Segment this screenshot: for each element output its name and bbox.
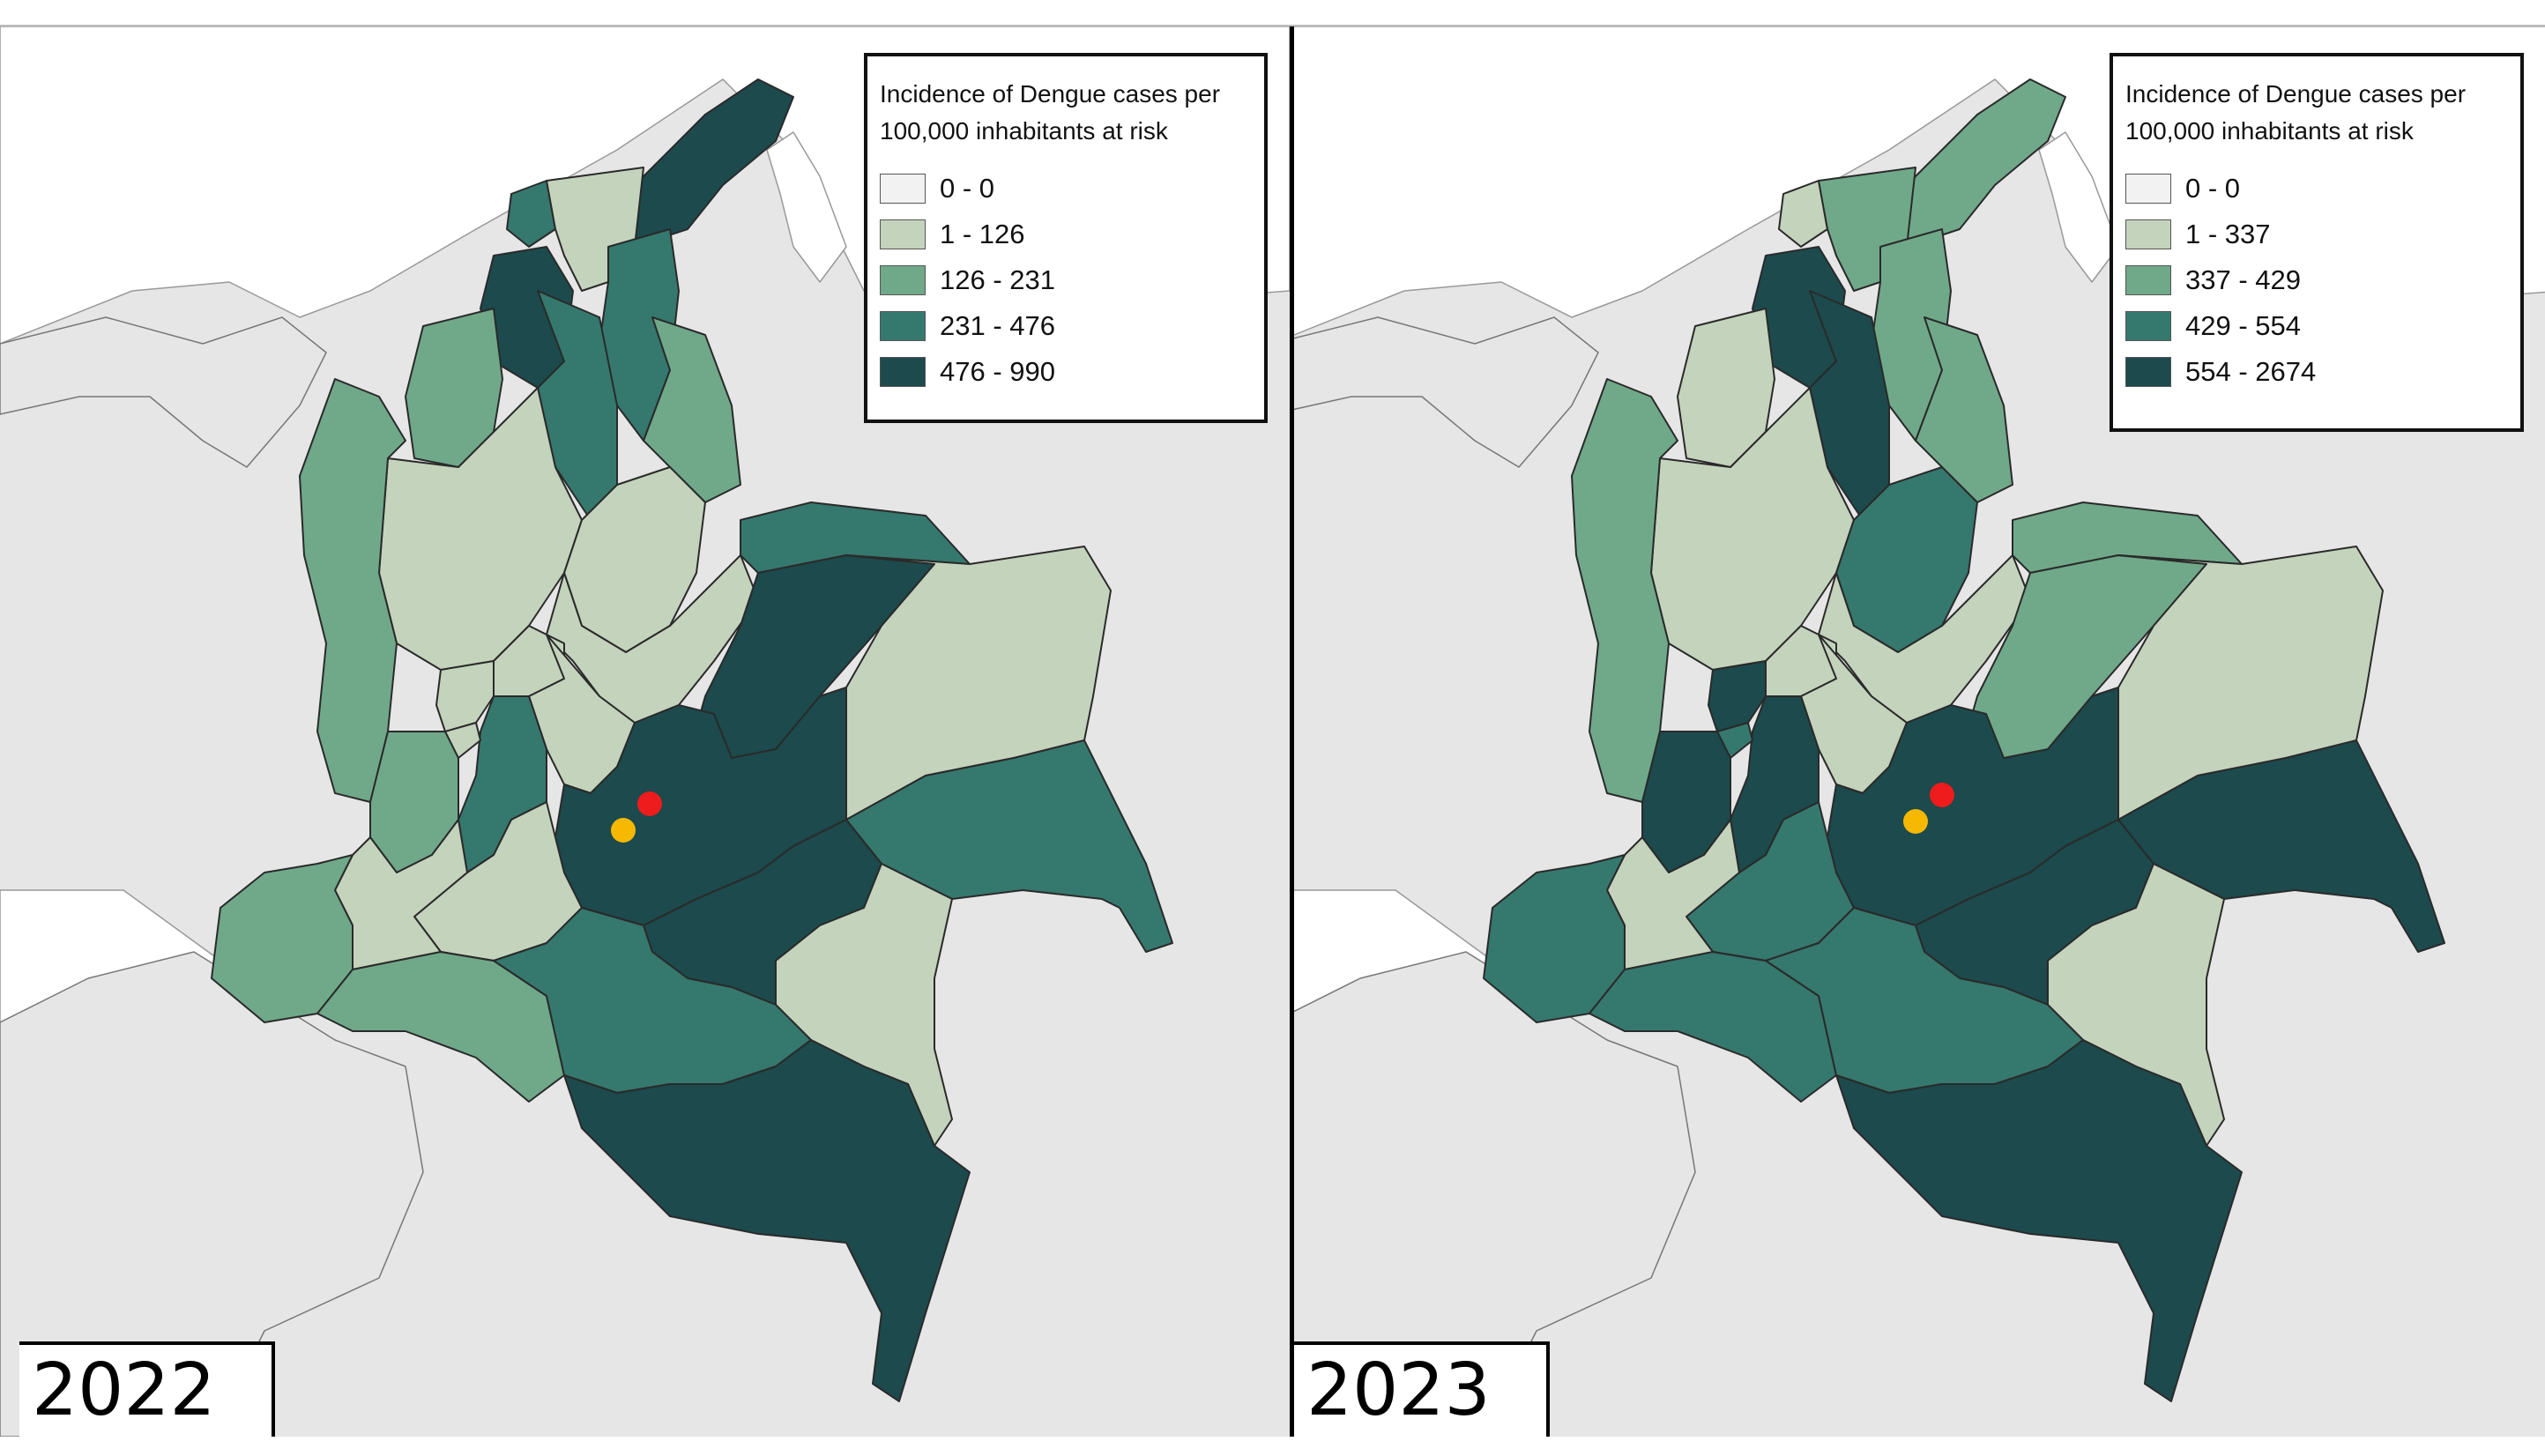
legend-item: 126 - 231 xyxy=(880,257,1248,303)
region-narino xyxy=(1483,854,1626,1023)
lake xyxy=(2038,131,2119,283)
region-guainia xyxy=(845,739,1173,953)
legend-item: 429 - 554 xyxy=(2125,303,2504,349)
legend-swatch xyxy=(2125,357,2171,387)
marker-red xyxy=(1930,783,1954,807)
legend-item: 231 - 476 xyxy=(880,303,1248,349)
region-boyaca xyxy=(546,554,759,724)
legend-swatch xyxy=(880,265,926,295)
legend-swatch xyxy=(2125,174,2171,204)
legend-label: 1 - 337 xyxy=(2185,219,2271,249)
marker-red xyxy=(637,791,662,816)
legend-label: 1 - 126 xyxy=(940,219,1025,249)
year-label: 2023 xyxy=(1306,1348,1491,1432)
region-narino xyxy=(211,854,353,1023)
legend-swatch xyxy=(2125,311,2171,341)
region-atlantico xyxy=(1778,180,1828,248)
legend-title: Incidence of Dengue cases per 100,000 in… xyxy=(880,80,1221,145)
legend-label: 429 - 554 xyxy=(2185,310,2301,341)
legend-label: 0 - 0 xyxy=(940,173,995,204)
legend-item: 1 - 126 xyxy=(880,212,1248,257)
year-label: 2022 xyxy=(32,1348,216,1432)
legend-swatch xyxy=(880,174,926,204)
legend-swatch xyxy=(880,219,926,249)
land-ecuador xyxy=(0,951,424,1437)
marker-yellow xyxy=(611,818,636,843)
legend-swatch xyxy=(880,357,926,387)
legend-2023: Incidence of Dengue cases per 100,000 in… xyxy=(2110,53,2524,432)
map-panel-2023: Incidence of Dengue cases per 100,000 in… xyxy=(1294,26,2545,1437)
year-label-box: 2023 xyxy=(1294,1341,1550,1437)
region-guainia xyxy=(2117,739,2445,953)
year-label-box: 2022 xyxy=(19,1341,275,1437)
legend-item: 1 - 337 xyxy=(2125,212,2504,257)
panel-divider xyxy=(1290,26,1294,1437)
lake xyxy=(766,131,847,283)
legend-label: 554 - 2674 xyxy=(2185,356,2317,387)
legend-label: 476 - 990 xyxy=(940,356,1055,387)
marker-yellow xyxy=(1903,809,1928,834)
region-atlantico xyxy=(506,180,556,248)
legend-swatch xyxy=(880,311,926,341)
legend-label: 337 - 429 xyxy=(2185,264,2301,295)
region-putumayo xyxy=(1589,951,1837,1103)
legend-swatch xyxy=(2125,265,2171,295)
region-caqueta xyxy=(1712,907,2084,1094)
land-panama xyxy=(0,316,327,468)
legend-label: 231 - 476 xyxy=(940,310,1055,341)
region-boyaca xyxy=(1818,554,2031,724)
legend-item: 476 - 990 xyxy=(880,349,1248,395)
region-amazonas xyxy=(1835,1039,2243,1402)
legend-2022: Incidence of Dengue cases per 100,000 in… xyxy=(864,53,1268,423)
legend-label: 0 - 0 xyxy=(2185,173,2241,204)
region-putumayo xyxy=(316,951,565,1103)
legend-item: 554 - 2674 xyxy=(2125,349,2504,395)
legend-item: 0 - 0 xyxy=(2125,166,2504,212)
legend-label: 126 - 231 xyxy=(940,264,1055,295)
land-ecuador xyxy=(1294,951,1696,1437)
region-caqueta xyxy=(440,907,812,1094)
region-amazonas xyxy=(563,1039,971,1402)
legend-item: 337 - 429 xyxy=(2125,257,2504,303)
land-panama xyxy=(1294,316,1599,468)
map-panel-2022: Incidence of Dengue cases per 100,000 in… xyxy=(0,26,1290,1437)
top-border xyxy=(0,25,2545,26)
legend-item: 0 - 0 xyxy=(880,166,1248,212)
legend-swatch xyxy=(2125,219,2171,249)
legend-title: Incidence of Dengue cases per 100,000 in… xyxy=(2125,80,2467,145)
